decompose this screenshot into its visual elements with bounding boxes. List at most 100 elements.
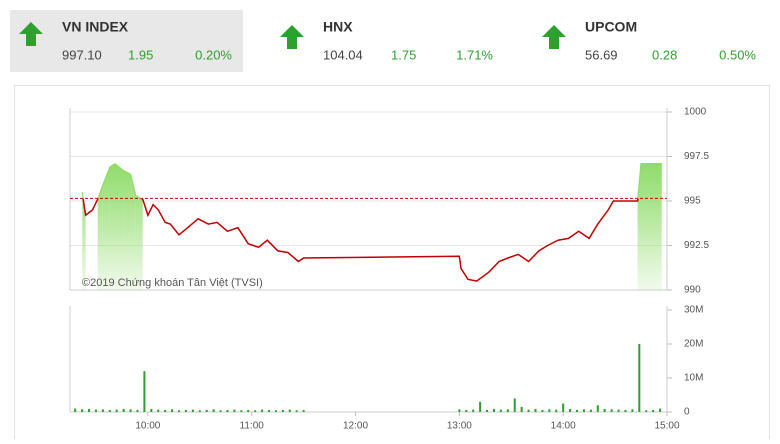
volume-bar — [268, 409, 270, 412]
y-tick-label: 10M — [684, 373, 703, 384]
volume-bar — [254, 410, 257, 412]
volume-bar — [302, 409, 305, 412]
y-tick-label: 30M — [684, 305, 703, 316]
volume-bar — [527, 409, 530, 412]
volume-bar — [659, 408, 662, 412]
volume-bar — [274, 410, 277, 412]
volume-bar — [226, 409, 229, 412]
volume-bar — [261, 409, 264, 412]
x-tick-label: 11:00 — [240, 421, 265, 432]
volume-bar — [178, 410, 181, 412]
volume-bar — [562, 403, 565, 412]
y-tick-label: 990 — [684, 285, 701, 296]
volume-bar — [479, 401, 482, 412]
price-area — [82, 163, 662, 199]
volume-bar — [582, 409, 585, 412]
x-tick-label: 13:00 — [447, 421, 472, 432]
index-value: 104.04 — [323, 47, 363, 62]
volume-bar — [233, 409, 236, 412]
y-tick-label: 992.5 — [684, 240, 709, 251]
fill-strip — [637, 198, 642, 290]
index-value: 997.10 — [62, 47, 102, 62]
index-tab[interactable]: VN INDEX 997.10 1.95 0.20% — [19, 19, 232, 63]
volume-bar — [240, 410, 243, 412]
volume-bar — [157, 409, 160, 412]
volume-bar — [576, 409, 579, 412]
volume-bar — [541, 409, 544, 412]
volume-bar — [108, 409, 111, 412]
volume-bar — [184, 409, 187, 412]
volume-bar — [569, 408, 572, 412]
index-value: 56.69 — [585, 47, 618, 62]
volume-bar — [645, 410, 648, 412]
fill-strip — [130, 198, 136, 290]
volume-bar — [247, 409, 250, 412]
chart-frame — [14, 85, 770, 444]
x-tick-label: 14:00 — [551, 421, 576, 432]
index-percent: 0.20% — [195, 47, 232, 62]
volume-bar — [88, 408, 91, 412]
y-tick-label: 997.5 — [684, 151, 709, 162]
volume-bar — [74, 408, 77, 412]
volume-bar — [596, 405, 599, 412]
y-tick-label: 0 — [684, 407, 690, 418]
volume-bar — [499, 409, 502, 412]
volume-bar — [624, 409, 627, 412]
index-percent: 0.50% — [719, 47, 756, 62]
price-line — [81, 162, 662, 199]
volume-bar — [171, 409, 174, 412]
volume-bar — [288, 409, 291, 412]
annotation: ©2019 Chứng khoán Tân Việt (TVSI) — [82, 277, 263, 289]
index-change: 1.75 — [391, 47, 416, 62]
index-name: VN INDEX — [62, 19, 129, 35]
index-change: 1.95 — [128, 47, 153, 62]
y-tick-label: 1000 — [684, 107, 707, 118]
fill-strip — [135, 198, 143, 290]
fill-strip — [114, 198, 124, 290]
volume-bar — [295, 410, 298, 412]
x-tick-label: 10:00 — [135, 421, 160, 432]
volume-bar — [164, 409, 167, 412]
volume-bar — [548, 409, 551, 412]
y-tick-label: 995 — [684, 196, 701, 207]
volume-bar — [534, 408, 537, 412]
volume-bar — [81, 409, 84, 412]
volume-bar — [281, 409, 284, 412]
index-percent: 1.71% — [456, 47, 493, 62]
x-tick-label: 15:00 — [654, 421, 679, 432]
volume-bar — [486, 409, 489, 412]
index-change: 0.28 — [652, 47, 677, 62]
volume-bar — [589, 409, 592, 412]
up-arrow — [280, 25, 304, 49]
volume-bar — [465, 409, 468, 412]
fill-strip — [82, 198, 86, 290]
fill-strip — [123, 198, 131, 290]
volume-bar — [513, 398, 516, 412]
volume-bar — [115, 409, 118, 412]
index-tab[interactable]: UPCOM 56.69 0.28 0.50% — [542, 19, 756, 63]
fill-strip — [97, 198, 103, 290]
volume-bar — [101, 409, 104, 412]
up-arrow — [19, 22, 43, 46]
index-name: UPCOM — [585, 19, 637, 35]
volume-bar — [492, 408, 495, 412]
index-name: HNX — [323, 19, 353, 35]
volume-bar — [458, 409, 461, 412]
fill-strip — [109, 198, 115, 290]
price-line — [82, 198, 639, 282]
volume-bar — [652, 409, 655, 412]
volume-bar — [150, 408, 153, 412]
volume-bar — [631, 409, 634, 412]
volume-bar — [610, 409, 613, 412]
volume-bar — [638, 344, 641, 412]
volume-bar — [94, 409, 97, 412]
volume-bar — [472, 409, 475, 412]
volume-bar — [506, 409, 509, 412]
volume-bar — [143, 371, 146, 412]
index-tab[interactable]: HNX 104.04 1.75 1.71% — [280, 19, 493, 63]
volume-bar — [122, 408, 125, 412]
active-tab[interactable] — [10, 10, 243, 72]
volume-bar — [520, 406, 523, 412]
volume-bar — [219, 410, 222, 412]
